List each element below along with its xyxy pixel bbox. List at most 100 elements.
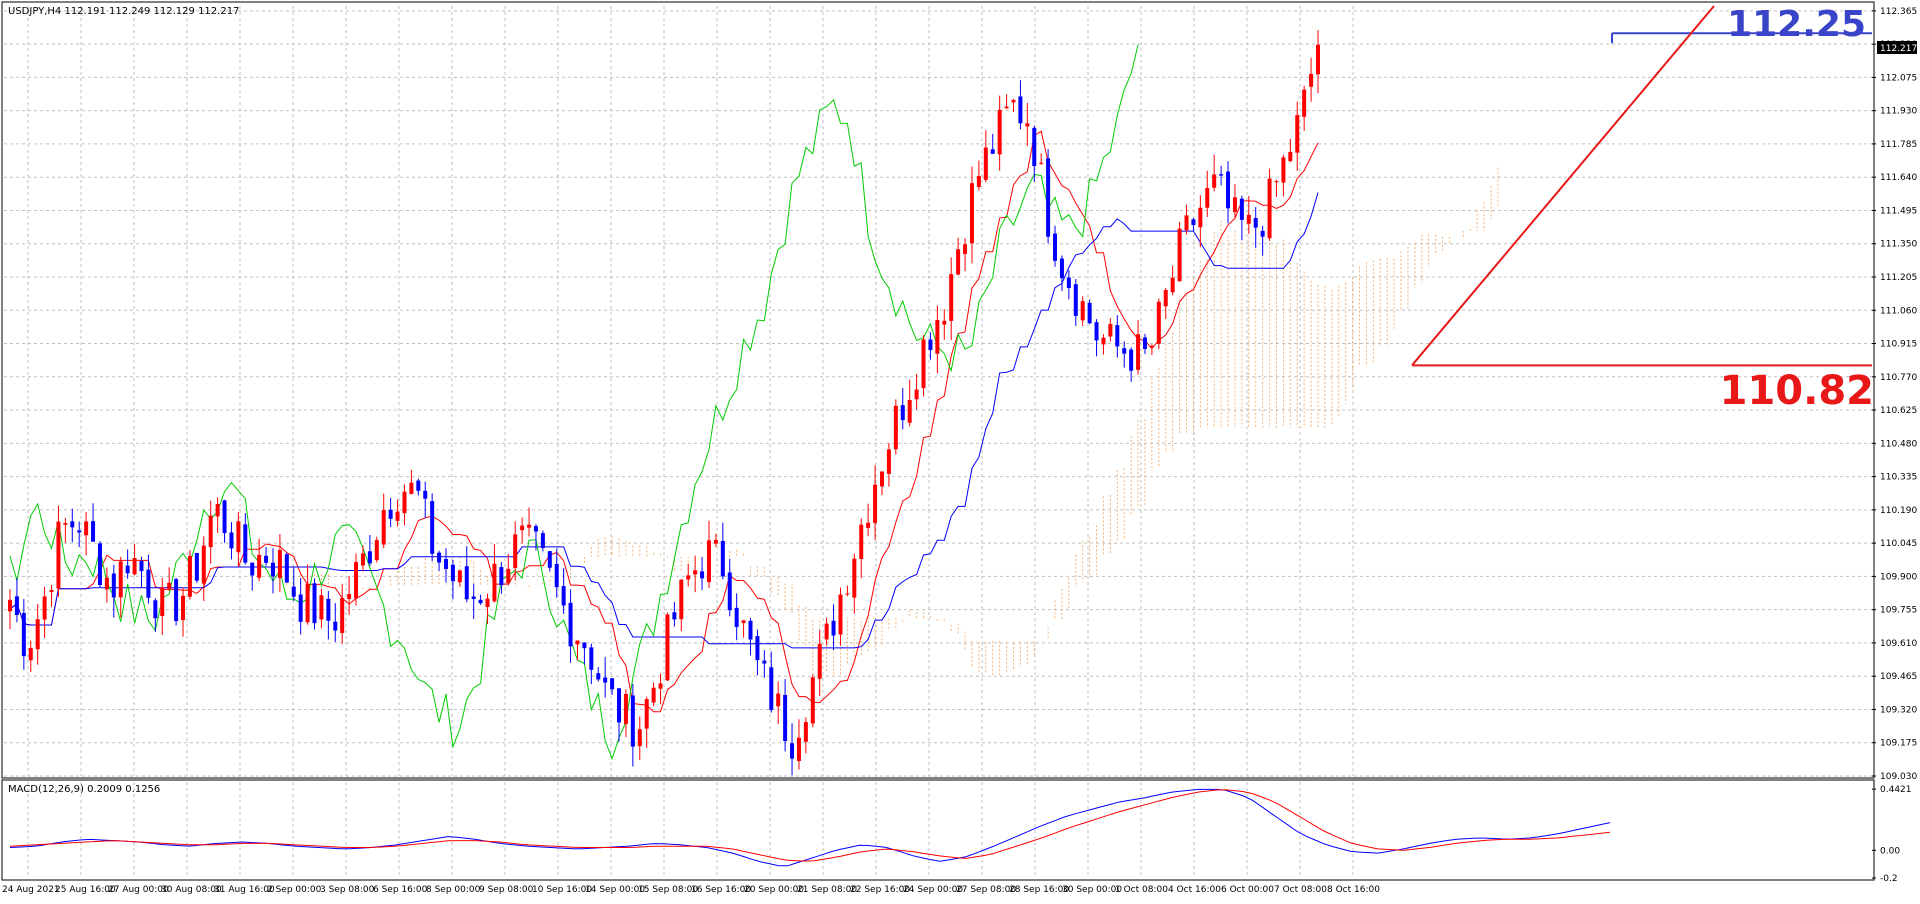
- candle-body[interactable]: [845, 593, 850, 595]
- candle-body[interactable]: [360, 553, 365, 566]
- candle-body[interactable]: [270, 562, 275, 577]
- candle-body[interactable]: [942, 320, 947, 325]
- candle-body[interactable]: [561, 586, 566, 606]
- candle-body[interactable]: [575, 640, 580, 645]
- candle-body[interactable]: [49, 590, 54, 592]
- candle-body[interactable]: [983, 147, 988, 180]
- candle-body[interactable]: [907, 400, 912, 423]
- candle-body[interactable]: [672, 612, 677, 620]
- candle-body[interactable]: [630, 695, 635, 747]
- candle-body[interactable]: [298, 594, 303, 622]
- candle-body[interactable]: [547, 551, 552, 568]
- candle-body[interactable]: [1129, 349, 1134, 371]
- candle-body[interactable]: [257, 554, 262, 578]
- candle-body[interactable]: [533, 526, 538, 532]
- candle-body[interactable]: [181, 595, 186, 621]
- candle-body[interactable]: [63, 523, 68, 525]
- candle-body[interactable]: [921, 339, 926, 389]
- candle-body[interactable]: [56, 521, 61, 589]
- candle-body[interactable]: [880, 471, 884, 487]
- candle-body[interactable]: [104, 577, 109, 590]
- candle-body[interactable]: [506, 568, 511, 584]
- candlesticks[interactable]: [8, 30, 1320, 776]
- candle-body[interactable]: [1246, 214, 1251, 224]
- candle-body[interactable]: [388, 509, 393, 519]
- candle-body[interactable]: [381, 510, 386, 545]
- candle-body[interactable]: [1039, 162, 1044, 164]
- candle-body[interactable]: [568, 602, 573, 647]
- candle-body[interactable]: [713, 539, 718, 544]
- candle-body[interactable]: [1309, 73, 1314, 87]
- candle-body[interactable]: [347, 594, 352, 599]
- candle-body[interactable]: [423, 490, 428, 499]
- candle-body[interactable]: [409, 482, 414, 495]
- candle-body[interactable]: [1011, 99, 1016, 103]
- candle-body[interactable]: [956, 249, 961, 275]
- candle-body[interactable]: [706, 540, 711, 583]
- candle-body[interactable]: [471, 596, 476, 600]
- candle-body[interactable]: [457, 570, 462, 583]
- candle-body[interactable]: [990, 149, 995, 154]
- candle-body[interactable]: [125, 565, 130, 574]
- candle-body[interactable]: [1163, 289, 1168, 307]
- candle-body[interactable]: [769, 667, 774, 710]
- candle-body[interactable]: [319, 595, 324, 620]
- candle-body[interactable]: [14, 596, 19, 615]
- candle-body[interactable]: [84, 521, 89, 536]
- candle-body[interactable]: [201, 545, 206, 584]
- candle-body[interactable]: [402, 491, 407, 514]
- candle-body[interactable]: [1073, 284, 1078, 316]
- candle-body[interactable]: [208, 515, 213, 548]
- candle-body[interactable]: [485, 598, 490, 607]
- candle-body[interactable]: [1226, 171, 1231, 209]
- candle-body[interactable]: [1046, 158, 1051, 237]
- candle-body[interactable]: [478, 599, 483, 604]
- candle-body[interactable]: [1212, 174, 1217, 188]
- candle-body[interactable]: [236, 521, 241, 553]
- candle-body[interactable]: [762, 660, 767, 664]
- candle-body[interactable]: [1239, 198, 1244, 220]
- candle-body[interactable]: [776, 693, 781, 707]
- candle-body[interactable]: [651, 687, 656, 703]
- candle-body[interactable]: [976, 176, 981, 187]
- candle-body[interactable]: [1184, 215, 1189, 231]
- candle-body[interactable]: [1205, 188, 1210, 208]
- candle-body[interactable]: [1149, 345, 1154, 348]
- candle-body[interactable]: [1267, 178, 1272, 239]
- candle-body[interactable]: [693, 570, 698, 575]
- candle-body[interactable]: [1087, 302, 1092, 324]
- candle-body[interactable]: [817, 643, 822, 679]
- candle-body[interactable]: [610, 678, 615, 690]
- candle-body[interactable]: [1101, 337, 1106, 345]
- candle-body[interactable]: [139, 560, 144, 572]
- candle-body[interactable]: [1122, 348, 1127, 354]
- candle-body[interactable]: [1260, 230, 1265, 237]
- candle-body[interactable]: [790, 743, 795, 759]
- candle-body[interactable]: [831, 620, 836, 636]
- candle-body[interactable]: [582, 642, 587, 649]
- candle-body[interactable]: [1115, 325, 1120, 347]
- candle-body[interactable]: [450, 564, 455, 582]
- candle-body[interactable]: [1053, 233, 1058, 261]
- candle-body[interactable]: [1253, 218, 1258, 228]
- candle-body[interactable]: [222, 500, 227, 534]
- candle-body[interactable]: [160, 587, 165, 617]
- candle-body[interactable]: [893, 405, 898, 450]
- candle-body[interactable]: [492, 563, 497, 602]
- candle-body[interactable]: [374, 540, 379, 561]
- candle-body[interactable]: [1032, 127, 1037, 167]
- candle-body[interactable]: [596, 673, 601, 680]
- candle-body[interactable]: [803, 722, 808, 742]
- candle-body[interactable]: [1080, 301, 1085, 321]
- candle-body[interactable]: [146, 569, 151, 598]
- candle-body[interactable]: [1295, 115, 1300, 153]
- candle-body[interactable]: [8, 599, 12, 612]
- candle-body[interactable]: [1170, 277, 1175, 293]
- candle-body[interactable]: [118, 561, 123, 598]
- candle-body[interactable]: [464, 566, 469, 600]
- candle-body[interactable]: [70, 521, 75, 528]
- candle-body[interactable]: [852, 558, 857, 598]
- candle-body[interactable]: [873, 484, 878, 523]
- candle-body[interactable]: [734, 607, 739, 627]
